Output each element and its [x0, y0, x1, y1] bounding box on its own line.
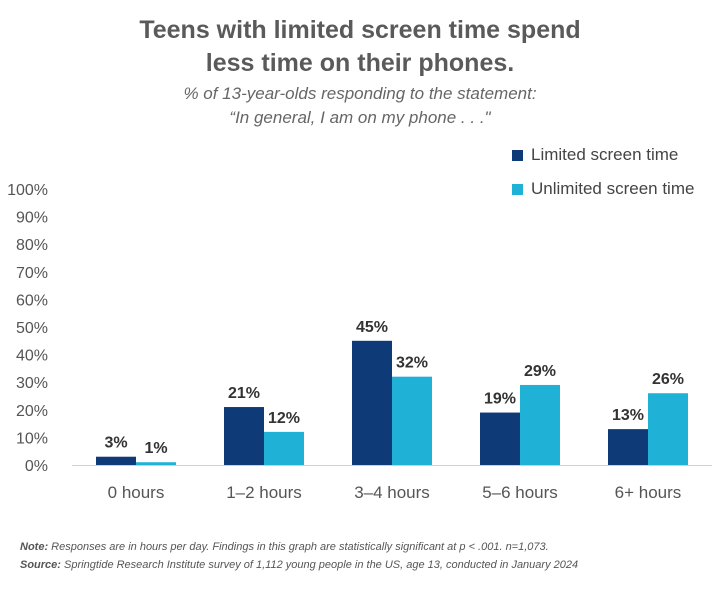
- chart-title: Teens with limited screen time spend les…: [0, 14, 720, 80]
- source-line: Source: Springtide Research Institute su…: [20, 556, 710, 574]
- legend-label-limited: Limited screen time: [531, 145, 679, 164]
- chart-title-line-2: less time on their phones.: [205, 49, 515, 77]
- y-tick-label: 30%: [16, 375, 48, 392]
- data-label-limited: 13%: [612, 407, 644, 424]
- bar-unlimited: [392, 376, 432, 465]
- y-tick-label: 90%: [16, 210, 48, 227]
- y-tick-label: 100%: [7, 182, 48, 199]
- bar-limited: [224, 407, 264, 465]
- bar-unlimited: [520, 384, 560, 465]
- y-tick-label: 40%: [16, 348, 48, 365]
- bar-unlimited: [136, 462, 176, 465]
- data-label-unlimited: 32%: [396, 355, 428, 372]
- y-tick-label: 50%: [16, 320, 48, 337]
- y-tick-label: 10%: [16, 430, 48, 447]
- y-tick-label: 80%: [16, 237, 48, 254]
- chart-legend: Limited screen time Unlimited screen tim…: [512, 138, 694, 206]
- y-tick-label: 0%: [25, 458, 48, 475]
- data-label-limited: 3%: [104, 435, 127, 452]
- bar-chart: 0% 10% 20% 30% 40% 50% 60% 70% 80% 90% 100% 3% 1% 0 h…: [7, 182, 712, 502]
- note-text: Responses are in hours per day. Findings…: [48, 541, 549, 553]
- x-category-label: 6+ hours: [615, 483, 682, 502]
- x-category-label: 0 hours: [108, 483, 165, 502]
- chart-subtitle-line-1: % of 13-year-olds responding to the stat…: [183, 84, 537, 103]
- data-label-unlimited: 1%: [144, 440, 167, 457]
- data-label-unlimited: 26%: [652, 371, 684, 388]
- y-tick-label: 60%: [16, 292, 48, 309]
- note-line: Note: Responses are in hours per day. Fi…: [20, 538, 710, 556]
- source-label: Source:: [20, 559, 61, 571]
- legend-label-unlimited: Unlimited screen time: [531, 179, 695, 198]
- note-label: Note:: [20, 541, 49, 553]
- legend-swatch-unlimited: [512, 183, 523, 195]
- legend-item-limited: Limited screen time: [512, 138, 694, 172]
- data-label-unlimited: 29%: [524, 363, 556, 380]
- x-category-label: 3–4 hours: [354, 483, 430, 502]
- y-tick-label: 70%: [16, 265, 48, 282]
- x-category-label: 5–6 hours: [482, 483, 558, 502]
- chart-subtitle: % of 13-year-olds responding to the stat…: [0, 82, 720, 130]
- bar-limited: [96, 456, 136, 465]
- bar-limited: [608, 429, 648, 465]
- legend-item-unlimited: Unlimited screen time: [512, 172, 694, 206]
- data-label-limited: 21%: [228, 385, 260, 402]
- chart-subtitle-line-2: “In general, I am on my phone . . .": [229, 108, 491, 127]
- chart-title-line-1: Teens with limited screen time spend: [139, 16, 581, 44]
- data-label-limited: 45%: [356, 319, 388, 336]
- data-label-limited: 19%: [484, 391, 516, 408]
- source-text: Springtide Research Institute survey of …: [60, 559, 579, 571]
- bar-unlimited: [264, 431, 304, 465]
- y-tick-label: 20%: [16, 403, 48, 420]
- bar-limited: [352, 340, 392, 465]
- bar-limited: [480, 412, 520, 465]
- x-category-label: 1–2 hours: [226, 483, 302, 502]
- data-label-unlimited: 12%: [268, 410, 300, 427]
- chart-notes: Note: Responses are in hours per day. Fi…: [20, 538, 710, 574]
- bar-unlimited: [648, 393, 688, 465]
- legend-swatch-limited: [512, 149, 523, 161]
